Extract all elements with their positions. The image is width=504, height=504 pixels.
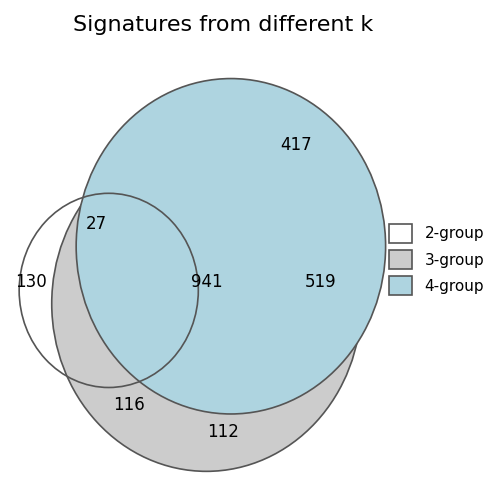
Legend: 2-group, 3-group, 4-group: 2-group, 3-group, 4-group (382, 216, 492, 303)
Text: 519: 519 (304, 273, 336, 291)
Title: Signatures from different k: Signatures from different k (73, 15, 373, 35)
Text: 417: 417 (280, 136, 312, 154)
Text: 941: 941 (191, 273, 222, 291)
Text: 116: 116 (113, 396, 145, 414)
Circle shape (76, 79, 386, 414)
Circle shape (52, 136, 361, 471)
Text: 130: 130 (16, 273, 47, 291)
Text: 112: 112 (207, 423, 239, 440)
Text: 27: 27 (86, 215, 107, 233)
